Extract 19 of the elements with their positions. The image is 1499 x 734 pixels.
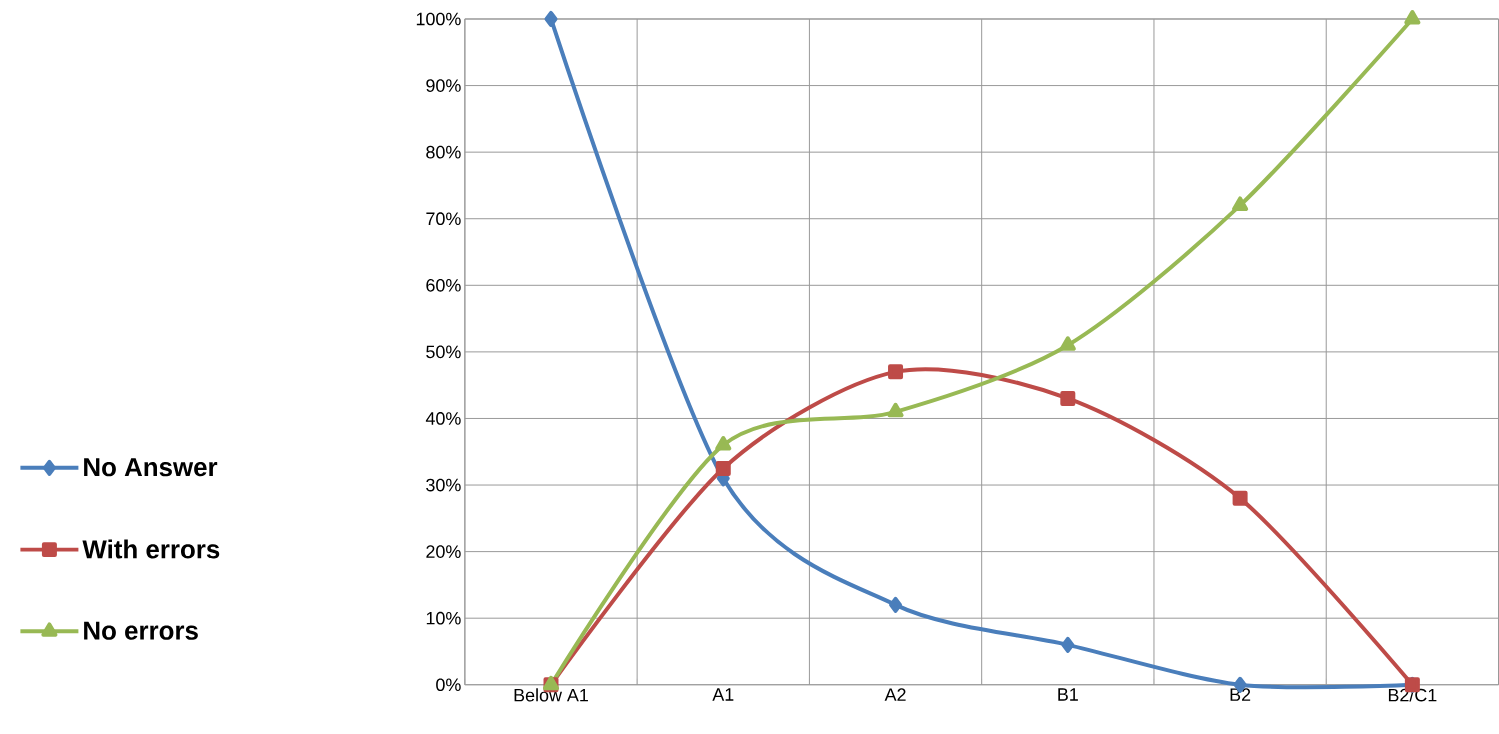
y-tick-label: 50% xyxy=(426,345,461,359)
y-tick-label: 70% xyxy=(426,212,461,226)
y-tick-label: 10% xyxy=(426,611,461,625)
y-tick-label: 20% xyxy=(426,545,461,559)
x-tick-label: B1 xyxy=(1058,688,1078,701)
y-tick-label: 90% xyxy=(426,79,461,93)
x-tick-label: B2 xyxy=(1230,688,1251,701)
y-tick-label: 80% xyxy=(426,145,461,159)
legend-label: No Answer xyxy=(84,458,218,477)
legend-label: With errors xyxy=(82,539,220,559)
x-tick-label: A2 xyxy=(884,688,906,701)
legend-label: No errors xyxy=(84,621,198,640)
x-tick-label: A1 xyxy=(712,688,734,701)
x-tick-label: Below A1 xyxy=(514,688,588,702)
y-tick-label: 60% xyxy=(426,279,461,292)
y-tick-label: 30% xyxy=(426,478,461,492)
y-tick-label: 0% xyxy=(436,678,461,692)
y-tick-label: 100% xyxy=(416,12,461,26)
y-tick-label: 40% xyxy=(425,412,461,425)
